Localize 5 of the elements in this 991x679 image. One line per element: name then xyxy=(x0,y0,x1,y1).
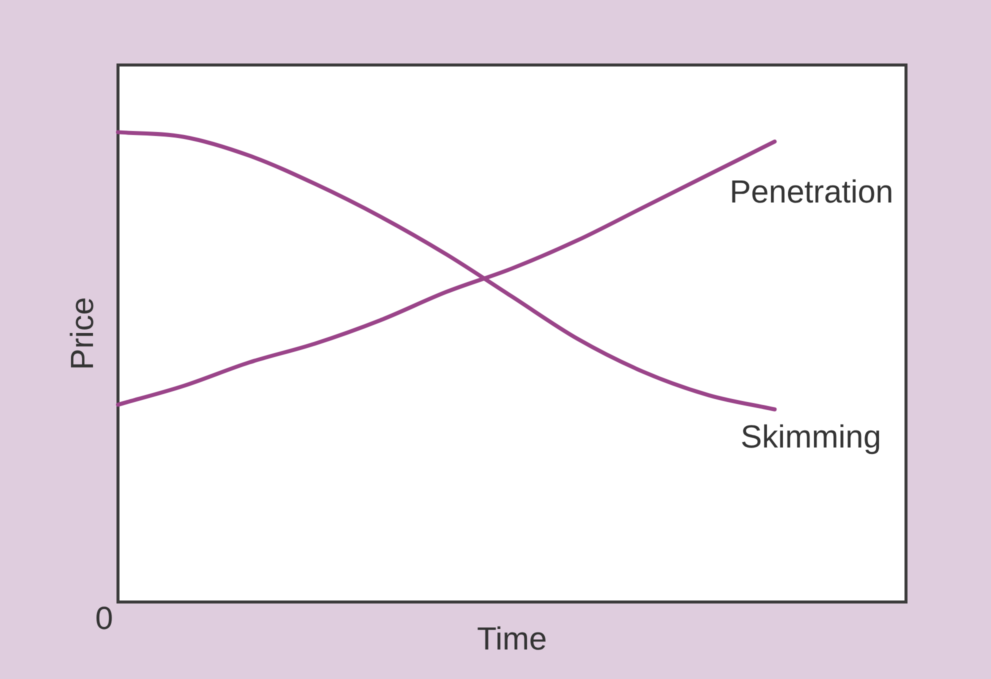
series-label: Skimming xyxy=(740,418,882,454)
text: 0 xyxy=(95,600,113,636)
x-axis-title: Time xyxy=(477,620,547,657)
y-axis-title: Price xyxy=(64,297,100,370)
series-label: Penetration xyxy=(730,174,894,210)
